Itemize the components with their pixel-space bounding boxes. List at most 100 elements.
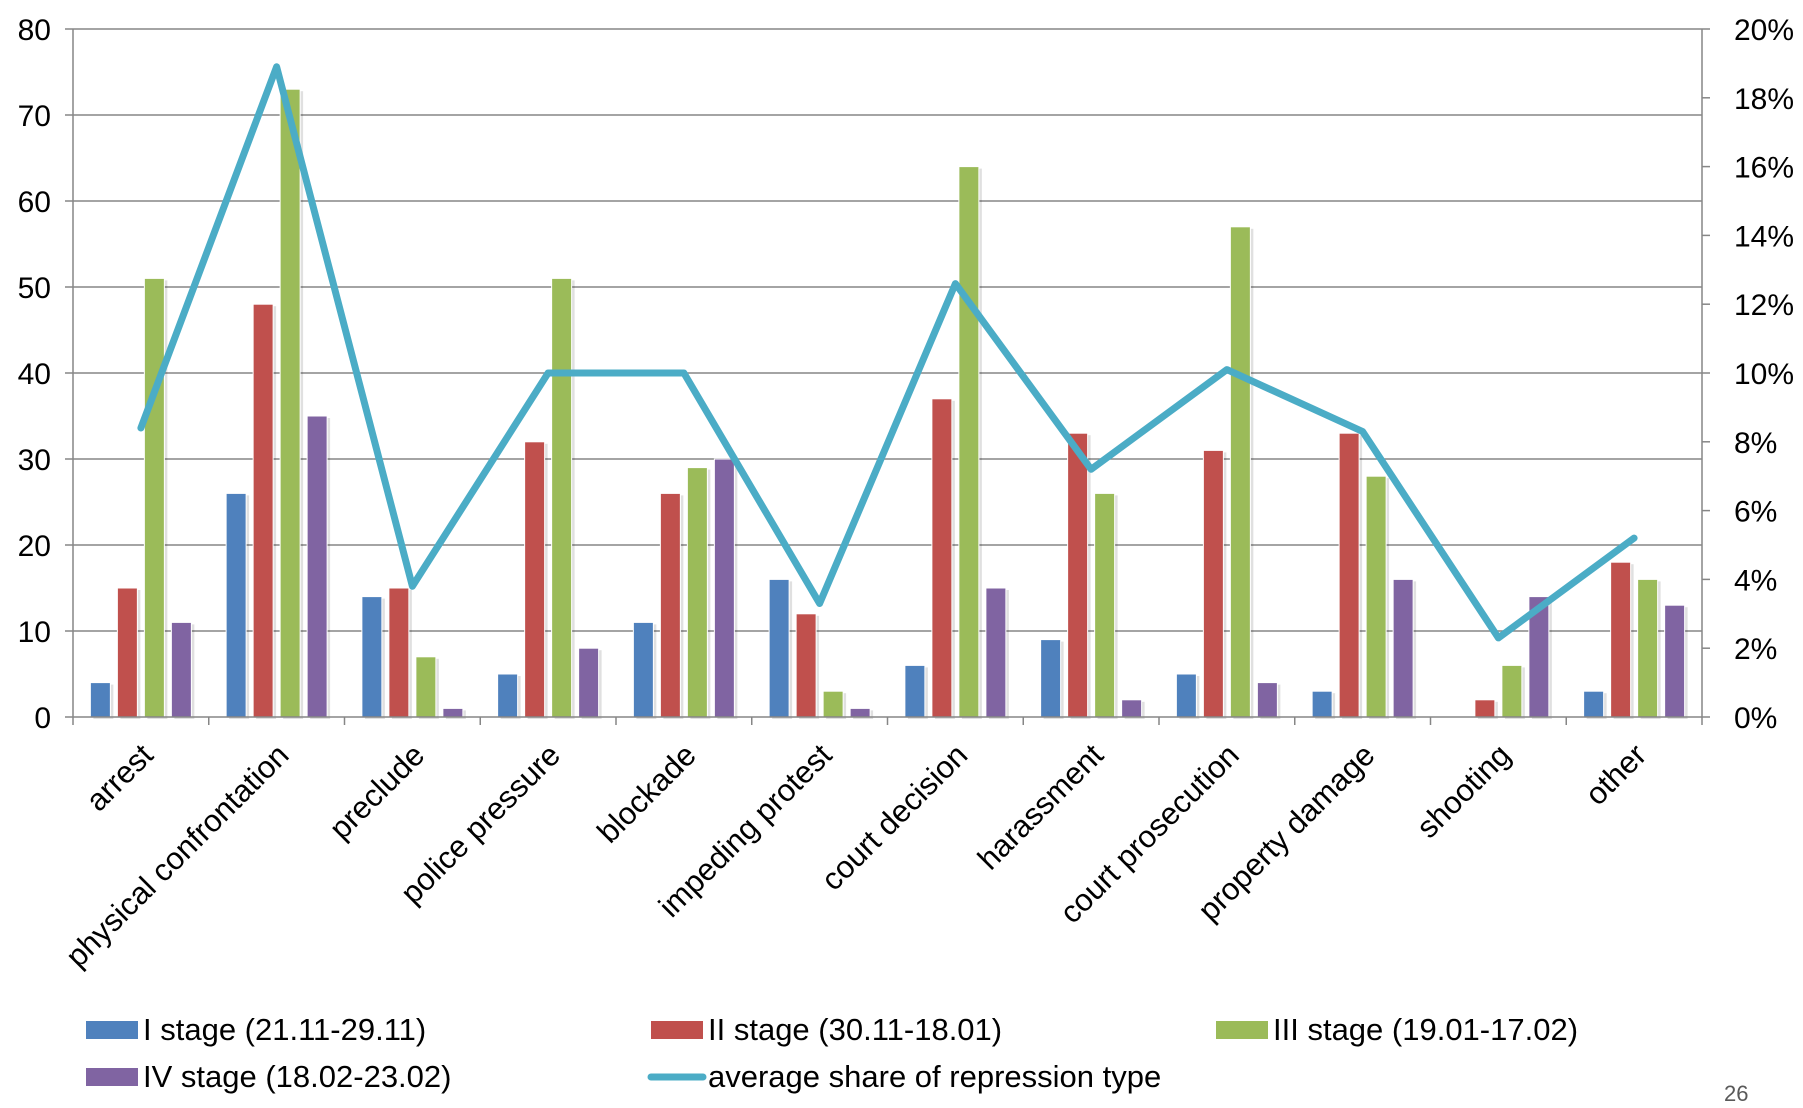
bar [1040,639,1062,718]
legend-swatch [651,1021,703,1039]
legend-swatch [86,1068,138,1086]
line-point [411,585,414,588]
category-label: arrest [79,737,160,818]
bar [1229,226,1251,718]
left-axis-tick-label: 60 [18,186,51,219]
category-label: harassment [971,737,1111,877]
left-axis-tick-label: 70 [18,100,51,133]
legend-swatch [1216,1021,1268,1039]
bar [1175,673,1197,718]
bar [958,166,980,718]
legend-label: I stage (21.11-29.11) [143,1012,426,1047]
left-axis-tick-label: 30 [18,444,51,477]
line-point [954,282,957,285]
bar [904,664,926,718]
legend-label: III stage (19.01-17.02) [1273,1012,1578,1047]
bar [985,587,1007,718]
line-point [818,602,821,605]
bar [306,415,328,718]
left-axis-tick-label: 50 [18,272,51,305]
bars [89,88,1688,720]
line-point [547,372,550,374]
right-axis-tick-label: 12% [1734,289,1794,322]
bar [415,656,437,718]
bar [89,682,111,718]
right-axis-tick-label: 6% [1734,496,1777,529]
bar [252,303,274,718]
bar [1583,690,1605,718]
bar [225,492,247,718]
right-axis-tick-label: 0% [1734,702,1777,735]
bar [1311,690,1333,718]
bar [1474,699,1496,718]
bar [1392,578,1414,718]
bar [795,613,817,718]
bar [1338,432,1360,718]
bar [1256,682,1278,718]
bar [524,441,546,718]
bar [822,690,844,718]
line-point [1090,468,1093,471]
axes [65,28,1710,725]
bar [1067,432,1089,718]
bar [1202,449,1224,718]
page-number: 26 [1724,1081,1748,1103]
category-label: blockade [590,737,702,849]
bar [497,673,519,718]
category-label: other [1578,737,1653,812]
right-axis-tick-label: 8% [1734,427,1777,460]
line-point [1361,430,1364,433]
legend-label: IV stage (18.02-23.02) [143,1059,451,1094]
line-point [275,65,278,68]
bar [361,596,383,718]
bar [1664,604,1686,718]
left-axis-tick-label: 80 [18,14,51,47]
left-axis-tick-label: 20 [18,530,51,563]
left-axis-tick-label: 0 [34,702,51,735]
right-axis-tick-label: 20% [1734,14,1794,47]
bar [388,587,410,718]
right-axis-tick-label: 18% [1734,83,1794,116]
bar [659,492,681,718]
bar [279,88,301,718]
line-point [1497,636,1500,639]
legend-label: II stage (30.11-18.01) [708,1012,1002,1047]
bar [1610,561,1632,718]
average-share-line-layer [137,63,1638,642]
bar [849,707,871,718]
gridlines [73,28,1702,632]
bar [442,707,464,718]
bar [116,587,138,718]
legend-swatch [86,1021,138,1039]
category-label: physical confrontation [59,737,296,974]
bar [578,647,600,718]
category-label: shooting [1410,737,1518,845]
category-label: preclude [322,737,431,846]
right-axis-tick-label: 14% [1734,220,1794,253]
category-label: court decision [814,737,974,897]
bar [1501,664,1523,718]
line-point [1225,368,1228,371]
bar [1121,699,1143,718]
left-axis-tick-label: 40 [18,358,51,391]
line-point [1633,537,1636,540]
bar [713,458,735,718]
right-axis-tick-label: 2% [1734,633,1777,666]
bar [551,277,573,718]
bar [1365,475,1387,718]
bar [632,621,654,718]
left-axis-tick-label: 10 [18,616,51,649]
average-share-line [137,63,1638,642]
bar [1094,492,1116,718]
bar [768,578,790,718]
bar [143,277,165,718]
bar [686,467,708,718]
line-point [139,427,142,430]
right-axis-tick-label: 16% [1734,152,1794,185]
bar [170,621,192,718]
legend-label: average share of repression type [708,1059,1161,1094]
right-axis-tick-label: 10% [1734,358,1794,391]
legend: I stage (21.11-29.11) II stage (30.11-18.… [86,1012,1578,1094]
